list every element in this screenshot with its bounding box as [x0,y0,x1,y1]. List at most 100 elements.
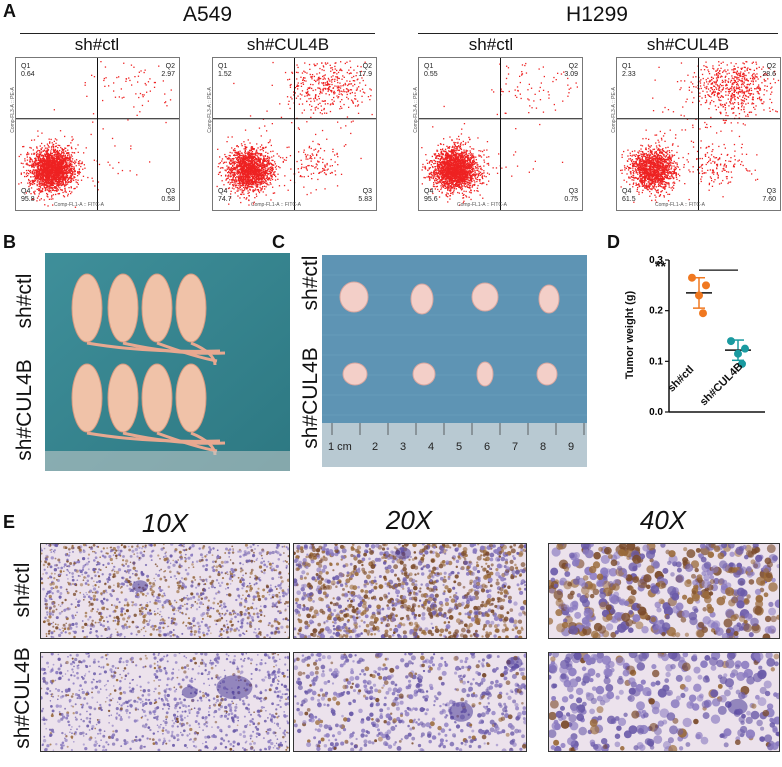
flow-event-dot [318,79,319,80]
flow-event-dot [240,162,241,163]
flow-event-dot [301,164,302,165]
flow-event-dot [291,98,292,99]
flow-event-dot [58,178,59,179]
flow-event-dot [355,95,356,96]
flow-event-dot [274,161,275,162]
flow-event-dot [30,176,31,177]
flow-event-dot [24,176,25,177]
flow-event-dot [38,171,39,172]
flow-event-dot [33,169,34,170]
flow-event-dot [145,83,146,84]
flow-event-dot [303,79,304,80]
flow-event-dot [68,182,69,183]
flow-event-dot [248,171,249,172]
flow-event-dot [309,104,310,105]
flow-event-dot [69,191,70,192]
flow-event-dot [277,179,278,180]
flow-event-dot [257,174,258,175]
flow-event-dot [479,166,480,167]
flow-event-dot [310,109,311,110]
flow-event-dot [60,189,61,190]
flow-event-dot [480,150,481,151]
flow-event-dot [337,164,338,165]
flow-event-dot [268,173,269,174]
flow-event-dot [40,166,41,167]
flow-event-dot [86,147,87,148]
flow-event-dot [273,172,274,173]
flow-event-dot [250,115,251,116]
flow-event-dot [270,180,271,181]
flow-event-dot [259,173,260,174]
flow-event-dot [66,167,67,168]
flow-event-dot [72,172,73,173]
flow-event-dot [255,154,256,155]
flow-event-dot [318,96,319,97]
flow-event-dot [55,162,56,163]
flow-event-dot [41,185,42,186]
flow-event-dot [476,190,477,191]
flow-event-dot [311,161,312,162]
flow-event-dot [52,142,53,143]
flow-event-dot [320,91,321,92]
flow-event-dot [303,71,304,72]
flow-event-dot [48,190,49,191]
flow-event-dot [75,162,76,163]
flow-event-dot [267,173,268,174]
flow-event-dot [288,147,289,148]
flow-event-dot [234,164,235,165]
flow-event-dot [70,182,71,183]
flow-event-dot [29,161,30,162]
flow-event-dot [433,184,434,185]
flow-event-dot [252,157,253,158]
flow-event-dot [351,89,352,90]
flow-event-dot [276,169,277,170]
flow-event-dot [31,153,32,154]
flow-event-dot [577,86,578,87]
flow-event-dot [83,152,84,153]
flow-event-dot [488,164,489,165]
flow-event-dot [103,128,104,129]
flow-event-dot [270,184,271,185]
flow-event-dot [272,62,273,63]
flow-event-dot [341,70,342,71]
flow-event-dot [68,170,69,171]
flow-event-dot [233,185,234,186]
flow-event-dot [119,96,120,97]
flow-event-dot [238,151,239,152]
flow-event-dot [442,149,443,150]
flow-event-dot [260,146,261,147]
flow-event-dot [102,100,103,101]
flow-event-dot [316,106,317,107]
flow-event-dot [65,151,66,152]
quadrant-percent: 2.97 [153,71,175,79]
flow-event-dot [309,147,310,148]
flow-event-dot [91,75,92,76]
flow-event-dot [47,163,48,164]
flow-event-dot [304,80,305,81]
flow-event-dot [314,100,315,101]
flow-event-dot [506,78,507,79]
flow-event-dot [31,147,32,148]
flow-event-dot [251,169,252,170]
flow-event-dot [79,171,80,172]
flow-event-dot [268,142,269,143]
flow-event-dot [30,181,31,182]
flow-event-dot [325,84,326,85]
flow-event-dot [57,153,58,154]
flow-event-dot [83,176,84,177]
flow-event-dot [258,166,259,167]
flow-event-dot [84,164,85,165]
flow-event-dot [227,172,228,173]
flow-event-dot [317,164,318,165]
flow-event-dot [230,182,231,183]
flow-event-dot [53,149,54,150]
flow-event-dot [21,182,22,183]
flow-event-dot [244,144,245,145]
flow-event-dot [311,173,312,174]
flow-event-dot [256,185,257,186]
flow-event-dot [257,153,258,154]
flow-event-dot [264,164,265,165]
flow-event-dot [115,97,116,98]
flow-event-dot [92,122,93,123]
flow-event-dot [284,175,285,176]
